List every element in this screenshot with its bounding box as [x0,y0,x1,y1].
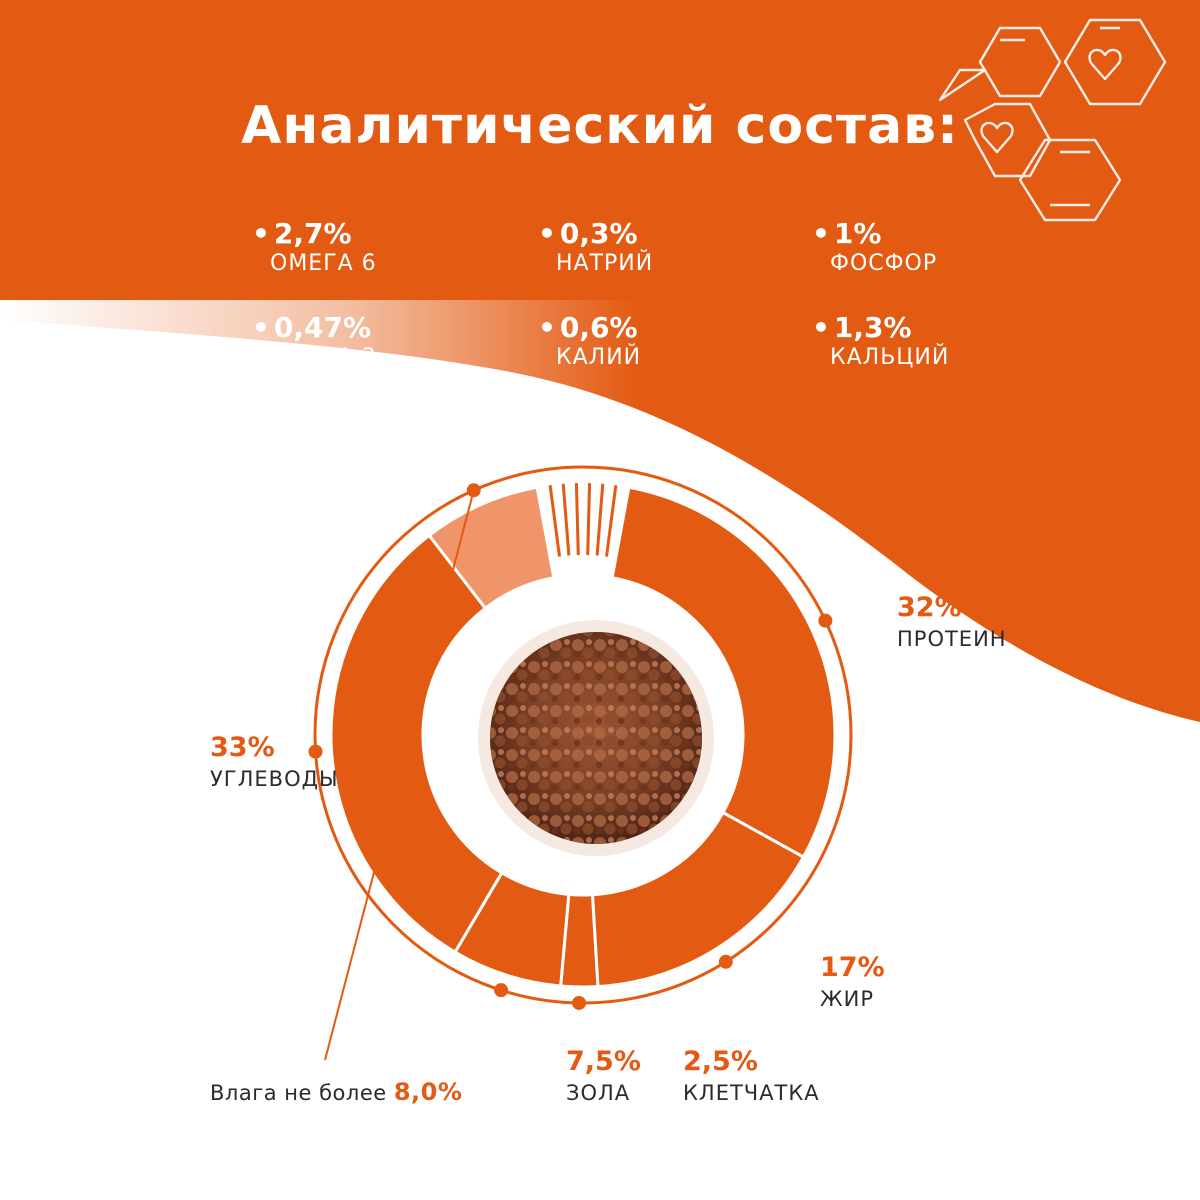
fat-value: 17% [820,952,885,983]
nutrient-label: КАЛИЙ [556,345,642,370]
gap-stripe [548,484,561,557]
nutrient-omega6: 2,7% ОМЕГА 6 [252,218,377,278]
marker-dot-protein [818,613,833,628]
gap-stripe [574,483,580,556]
protein-value: 32% [897,592,962,623]
donut-segment-carbs [329,533,504,955]
fat-name: ЖИР [820,987,874,1011]
nutrient-label: ФОСФОР [830,251,938,276]
moisture-leader-line [324,490,475,1061]
nutrient-value: 0,6% [538,312,641,344]
gap-stripe [595,483,605,556]
marker-dot-carbs [308,744,323,759]
honeycomb-hearts-icon [938,18,1167,222]
nutrient-omega3: 0,47% ОМЕГА 3 [252,312,377,372]
gap-stripe [605,484,618,557]
fiber-label: 2,5% КЛЕТЧАТКА [683,1046,820,1108]
nutrient-label: НАТРИЙ [556,251,654,276]
marker-dot-ash [494,983,509,998]
moisture-value: 8,0% [393,1078,463,1106]
carbs-name: УГЛЕВОДЫ [210,767,339,791]
donut-chart [329,483,837,989]
nutrient-sodium: 0,3% НАТРИЙ [538,218,653,278]
nutrient-label: ОМЕГА 6 [270,251,377,276]
fiber-name: КЛЕТЧАТКА [683,1081,820,1105]
marker-dot-fiber [572,995,587,1010]
nutrient-value: 2,7% [252,218,377,250]
carbs-label: 33% УГЛЕВОДЫ [210,732,339,794]
fiber-value: 2,5% [683,1046,758,1077]
nutrient-value: 1% [812,218,937,250]
ash-label: 7,5% ЗОЛА [566,1046,641,1108]
nutrient-calcium: 1,3% КАЛЬЦИЙ [812,312,949,372]
ring-top-dots [534,452,664,465]
ash-value: 7,5% [566,1046,641,1077]
ash-name: ЗОЛА [566,1081,631,1105]
leader-lines [308,483,833,1061]
gap-stripe [586,483,592,556]
nutrient-phosphorus: 1% ФОСФОР [812,218,937,278]
marker-dot-fat [718,954,733,969]
nutrient-label: ОМЕГА 3 [270,345,377,370]
gap-stripe [561,483,571,556]
nutrient-value: 0,47% [252,312,377,344]
moisture-label: Влага не более 8,0% [210,1078,462,1106]
fat-label: 17% ЖИР [820,952,885,1014]
nutrient-label: КАЛЬЦИЙ [830,345,950,370]
donut-segment-protein [610,485,837,860]
protein-name: ПРОТЕИН [897,627,1007,651]
page-title: Аналитический состав: [241,96,959,156]
nutrient-value: 1,3% [812,312,949,344]
protein-label: 32% ПРОТЕИН [897,592,1007,654]
nutrient-value: 0,3% [538,218,653,250]
nutrient-potassium: 0,6% КАЛИЙ [538,312,641,372]
moisture-prefix: Влага не более [210,1081,387,1105]
donut-segment-moisture [427,485,556,611]
carbs-value: 33% [210,732,275,763]
